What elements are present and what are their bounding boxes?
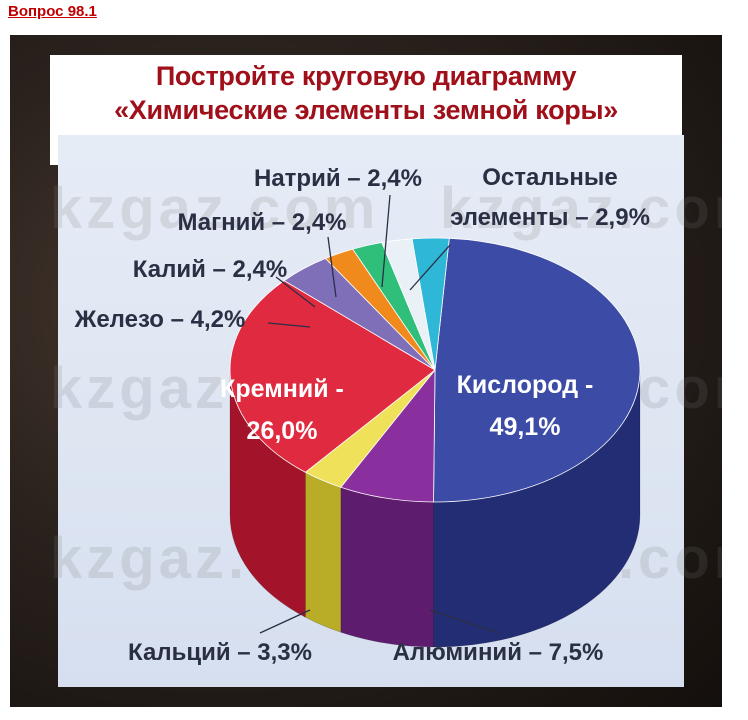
slice-label-0-value: 49,1%	[490, 413, 561, 441]
pie-slice-0	[433, 237, 641, 503]
slice-label-5: Калий – 2,4%	[133, 256, 287, 283]
chart-card: Постройте круговую диаграмму «Химические…	[10, 35, 722, 707]
slice-label-8-line1: Остальные	[482, 164, 617, 191]
pie-side-2	[305, 471, 342, 633]
leader-line-1	[429, 609, 499, 634]
slice-label-3-value: 26,0%	[247, 417, 318, 445]
leader-line-8	[409, 244, 451, 291]
leader-line-2	[259, 609, 311, 634]
slice-label-2: Кальций – 3,3%	[128, 639, 312, 666]
leader-line-6	[327, 236, 337, 298]
pie-slice-1	[340, 368, 436, 503]
slice-label-1: Алюминий – 7,5%	[393, 639, 604, 666]
slice-label-8-line2: элементы – 2,9%	[450, 204, 650, 231]
pie-labels: Кислород - 49,1% Алюминий – 7,5% Кальций – …	[74, 164, 650, 666]
leader-line-7	[381, 194, 391, 288]
pie-chart: Кислород - 49,1% Алюминий – 7,5% Кальций – …	[74, 164, 650, 666]
slice-label-4: Железо – 4,2%	[74, 306, 246, 333]
slice-label-3-name: Кремний -	[220, 375, 344, 403]
slice-label-7: Натрий – 2,4%	[254, 165, 422, 192]
chart-title-line-1: Постройте круговую диаграмму	[155, 61, 577, 91]
question-number: Вопрос 98.1	[8, 3, 97, 20]
pie-side-1	[340, 486, 434, 648]
leader-line-5	[275, 276, 316, 308]
slice-label-0-name: Кислород -	[457, 371, 594, 399]
leader-line-4	[267, 322, 311, 328]
pie-slice-3	[229, 280, 436, 473]
chart-title-line-2: «Химические элементы земной коры»	[114, 95, 618, 125]
slice-label-6: Магний – 2,4%	[177, 209, 346, 236]
pie-slices	[229, 237, 641, 648]
pie-slice-8	[411, 237, 450, 371]
